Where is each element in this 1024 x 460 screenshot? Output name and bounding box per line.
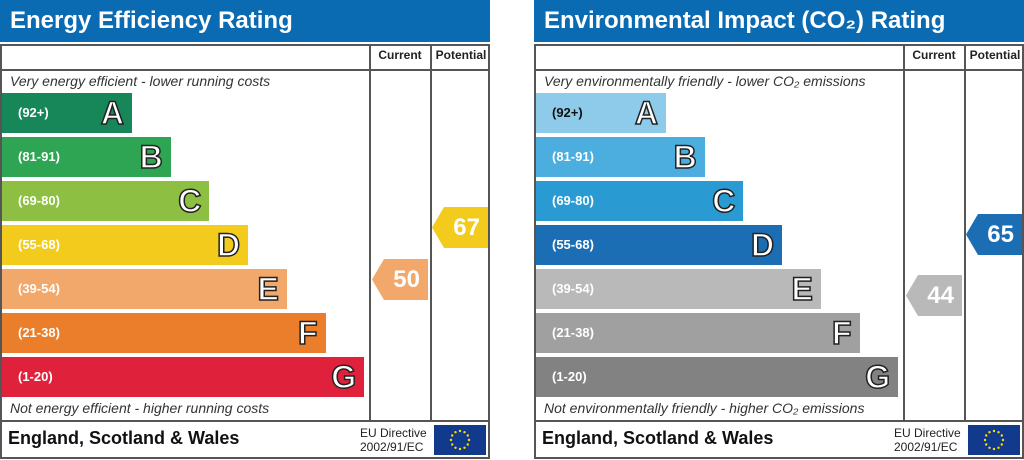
band-range: (69-80) <box>552 193 594 208</box>
band-letter: F <box>831 314 852 352</box>
band-range: (39-54) <box>552 281 594 296</box>
band-letter: A <box>100 94 125 132</box>
band-range: (69-80) <box>18 193 60 208</box>
top-note: Very environmentally friendly - lower CO… <box>544 73 866 89</box>
environmental-impact-panel: Environmental Impact (CO₂) Rating Curren… <box>534 0 1024 460</box>
band-letter: D <box>750 226 775 264</box>
band-letter: A <box>634 94 659 132</box>
directive-line: 2002/91/EC <box>360 440 424 454</box>
band-b: (81-91) B <box>2 137 171 177</box>
top-note: Very energy efficient - lower running co… <box>10 73 271 89</box>
divider <box>534 420 1024 422</box>
band-g: (1-20) G <box>2 357 365 397</box>
band-letter: B <box>673 138 698 176</box>
band-letter: B <box>139 138 164 176</box>
band-letter: E <box>791 270 814 308</box>
band-letter: F <box>297 314 318 352</box>
directive-line: EU Directive <box>360 426 427 440</box>
directive-line: 2002/91/EC <box>894 440 958 454</box>
band-range: (1-20) <box>552 369 587 384</box>
eu-directive: EU Directive 2002/91/EC <box>360 426 427 454</box>
band-range: (92+) <box>18 105 49 120</box>
band-d: (55-68) D <box>2 225 249 265</box>
band-f: (21-38) F <box>2 313 326 353</box>
band-range: (81-91) <box>18 149 60 164</box>
divider <box>964 44 966 420</box>
rating-table <box>0 44 490 459</box>
potential-rating-arrow: 67 <box>432 207 488 248</box>
band-letter: G <box>331 358 357 396</box>
divider <box>0 420 490 422</box>
band-range: (92+) <box>552 105 583 120</box>
column-header-current: Current <box>378 48 422 62</box>
band-letter: G <box>865 358 891 396</box>
divider <box>369 44 371 420</box>
panel-title: Environmental Impact (CO₂) Rating <box>534 0 1024 42</box>
directive-line: EU Directive <box>894 426 961 440</box>
current-rating-arrow: 44 <box>906 275 962 316</box>
band-f: (21-38) F <box>536 313 860 353</box>
bottom-note: Not environmentally friendly - higher CO… <box>544 400 865 416</box>
column-header-current: Current <box>912 48 956 62</box>
band-range: (55-68) <box>18 237 60 252</box>
band-e: (39-54) E <box>2 269 287 309</box>
band-range: (21-38) <box>552 325 594 340</box>
band-letter: D <box>216 226 241 264</box>
band-range: (21-38) <box>18 325 60 340</box>
column-header-potential: Potential <box>435 48 487 62</box>
panel-title: Energy Efficiency Rating <box>0 0 490 42</box>
eu-flag-icon <box>968 425 1020 455</box>
band-c: (69-80) C <box>536 181 744 221</box>
band-d: (55-68) D <box>536 225 783 265</box>
divider <box>534 69 1024 71</box>
band-range: (1-20) <box>18 369 53 384</box>
divider <box>0 69 490 71</box>
band-a: (92+) A <box>2 93 132 133</box>
band-range: (55-68) <box>552 237 594 252</box>
region-label: England, Scotland & Wales <box>8 428 240 448</box>
column-header-potential: Potential <box>969 48 1021 62</box>
band-e: (39-54) E <box>536 269 821 309</box>
band-c: (69-80) C <box>2 181 210 221</box>
potential-rating-arrow: 65 <box>966 214 1022 255</box>
eu-directive: EU Directive 2002/91/EC <box>894 426 961 454</box>
eu-flag-icon <box>434 425 486 455</box>
rating-table <box>534 44 1024 459</box>
divider <box>903 44 905 420</box>
band-a: (92+) A <box>536 93 666 133</box>
current-rating-arrow: 50 <box>372 259 428 300</box>
region-label: England, Scotland & Wales <box>542 428 774 448</box>
band-letter: C <box>178 182 203 220</box>
band-g: (1-20) G <box>536 357 899 397</box>
band-letter: C <box>712 182 737 220</box>
band-b: (81-91) B <box>536 137 705 177</box>
divider <box>430 44 432 420</box>
band-range: (81-91) <box>552 149 594 164</box>
energy-efficiency-panel: Energy Efficiency Rating Current Potenti… <box>0 0 490 460</box>
band-range: (39-54) <box>18 281 60 296</box>
bottom-note: Not energy efficient - higher running co… <box>10 400 270 416</box>
band-letter: E <box>257 270 280 308</box>
